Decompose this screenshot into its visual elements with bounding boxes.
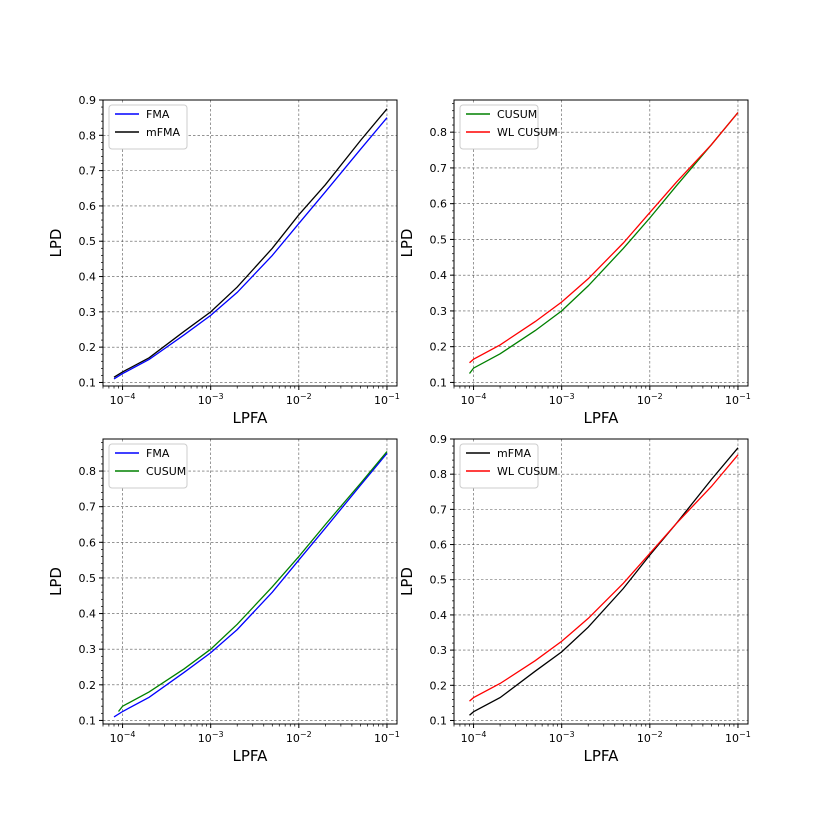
x-tick-label: 10−4 [110, 730, 136, 745]
y-tick-label: 0.7 [79, 501, 97, 514]
y-tick-label: 0.2 [430, 679, 448, 692]
legend-box [108, 104, 188, 150]
legend-box [459, 443, 539, 489]
chart-panel-2: 10−4 10−3 10−2 10−1 0.1 0.2 0.3 0.4 0.5 0.6 0.7 0.8… [398, 99, 751, 427]
y-tick-label: 0.8 [430, 126, 448, 139]
x-tick-label: 10−2 [286, 392, 312, 407]
y-tick-label: 0.9 [79, 94, 97, 107]
plot-frame [102, 438, 398, 725]
y-axis-title: LPD [398, 229, 416, 258]
y-tick-label: 0.2 [79, 679, 97, 692]
y-tick-label: 0.1 [430, 714, 448, 727]
y-tick-label: 0.8 [79, 129, 97, 142]
y-tick-label: 0.6 [79, 536, 97, 549]
y-tick-label: 0.3 [79, 643, 97, 656]
legend-label: FMA [146, 108, 170, 121]
y-tick-label: 0.2 [79, 341, 97, 354]
y-tick-label: 0.4 [430, 609, 448, 622]
legend: mFMA WL CUSUM [459, 443, 558, 489]
y-tick-label: 0.2 [430, 341, 448, 354]
legend-label: CUSUM [497, 108, 537, 121]
y-axis-title: LPD [398, 567, 416, 596]
y-axis-title: LPD [47, 229, 65, 258]
legend-label: mFMA [146, 126, 181, 139]
y-tick-label: 0.5 [430, 574, 448, 587]
chart-panel-1: 10−4 10−3 10−2 10−1 0.1 0.2 0.3 0.4 0.5 0.6 0.7 0.8… [47, 94, 400, 427]
x-axis-title: LPFA [233, 409, 269, 427]
y-tick-label: 0.7 [79, 165, 97, 178]
y-tick-label: 0.6 [79, 200, 97, 213]
x-tick-label: 10−3 [549, 392, 575, 407]
series-line-mfma [469, 447, 739, 716]
y-tick-label: 0.5 [79, 235, 97, 248]
y-tick-label: 0.7 [430, 503, 448, 516]
plot-frame [102, 99, 398, 387]
legend-box [459, 104, 539, 150]
y-tick-label: 0.8 [430, 468, 448, 481]
x-tick-label: 10−3 [198, 730, 224, 745]
y-tick-label: 0.3 [430, 644, 448, 657]
y-tick-label: 0.4 [430, 269, 448, 282]
y-tick-label: 0.1 [79, 714, 97, 727]
x-tick-label: 10−2 [286, 730, 312, 745]
legend-box [108, 443, 188, 489]
y-tick-label: 0.4 [79, 608, 97, 621]
x-axis-title: LPFA [233, 747, 269, 765]
series-line-cusum [117, 451, 388, 712]
x-tick-label: 10−1 [374, 392, 400, 407]
x-tick-label: 10−2 [637, 730, 663, 745]
y-tick-label: 0.5 [430, 233, 448, 246]
x-tick-label: 10−3 [549, 730, 575, 745]
series-line-fma [113, 117, 388, 380]
legend: FMA mFMA [108, 104, 188, 150]
x-tick-label: 10−3 [198, 392, 224, 407]
x-tick-label: 10−4 [461, 392, 487, 407]
legend: FMA CUSUM [108, 443, 188, 489]
y-tick-label: 0.7 [430, 162, 448, 175]
x-tick-label: 10−2 [637, 392, 663, 407]
x-axis-title: LPFA [584, 747, 620, 765]
legend-label: CUSUM [146, 465, 186, 478]
x-tick-label: 10−1 [725, 730, 751, 745]
series-line-mfma [113, 108, 388, 378]
series-line-fma [113, 452, 388, 718]
y-tick-label: 0.1 [79, 376, 97, 389]
legend-label: WL CUSUM [497, 126, 558, 139]
series-line-wl-cusum [469, 112, 739, 364]
x-tick-label: 10−4 [461, 730, 487, 745]
legend-label: mFMA [497, 447, 532, 460]
y-tick-label: 0.3 [79, 306, 97, 319]
y-tick-label: 0.9 [430, 433, 448, 446]
x-tick-label: 10−1 [374, 730, 400, 745]
legend-label: FMA [146, 447, 170, 460]
y-tick-label: 0.8 [79, 465, 97, 478]
plot-frame [453, 438, 749, 725]
y-tick-label: 0.5 [79, 572, 97, 585]
x-tick-label: 10−4 [110, 392, 136, 407]
y-tick-label: 0.4 [79, 271, 97, 284]
plot-frame [453, 99, 749, 387]
chart-panel-3: 10−4 10−3 10−2 10−1 0.1 0.2 0.3 0.4 0.5 0.6 0.7 0.8… [47, 438, 400, 765]
x-tick-label: 10−1 [725, 392, 751, 407]
series-line-wl-cusum [469, 454, 739, 702]
y-tick-label: 0.6 [430, 198, 448, 211]
y-tick-label: 0.6 [430, 539, 448, 552]
series-line-cusum [468, 112, 739, 374]
y-axis-title: LPD [47, 567, 65, 596]
y-tick-label: 0.3 [430, 305, 448, 318]
legend-label: WL CUSUM [497, 465, 558, 478]
x-axis-title: LPFA [584, 409, 620, 427]
legend: CUSUM WL CUSUM [459, 104, 558, 150]
y-tick-label: 0.1 [430, 376, 448, 389]
chart-panel-4: 10−4 10−3 10−2 10−1 0.1 0.2 0.3 0.4 0.5 0.6 0.7 0.8… [398, 433, 751, 765]
